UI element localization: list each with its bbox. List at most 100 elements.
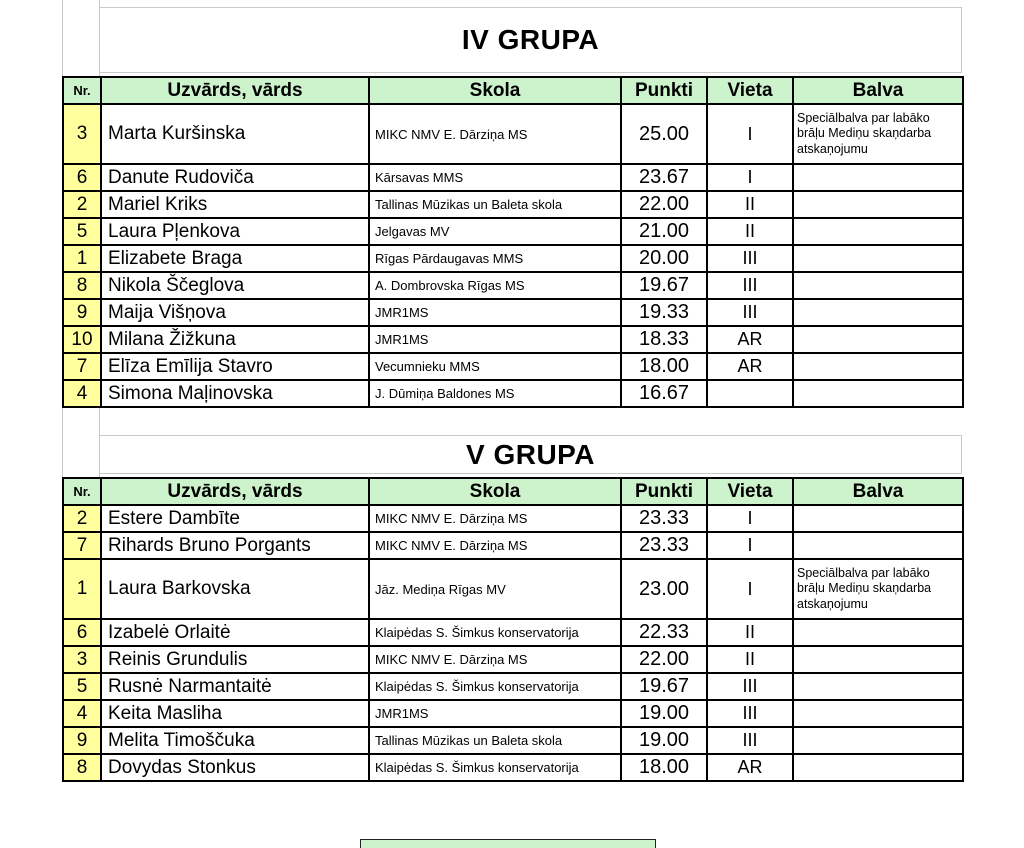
col-header-place: Vieta xyxy=(706,76,794,105)
table-row: 8 Dovydas Stonkus Klaipėdas S. Šimkus ko… xyxy=(62,753,964,782)
school-cell: Vecumnieku MMS xyxy=(368,352,622,381)
points-cell: 25.00 xyxy=(620,103,708,165)
col-header-school: Skola xyxy=(368,76,622,105)
place-cell: III xyxy=(706,271,794,300)
prize-cell: Speciālbalva par labāko brāļu Mediņu ska… xyxy=(792,558,964,620)
prize-cell xyxy=(792,699,964,728)
name-cell: Estere Dambīte xyxy=(100,504,370,533)
school-cell: MIKC NMV E. Dārziņa MS xyxy=(368,504,622,533)
name-cell: Danute Rudoviča xyxy=(100,163,370,192)
school-cell: Klaipėdas S. Šimkus konservatorija xyxy=(368,753,622,782)
points-cell: 19.33 xyxy=(620,298,708,327)
points-cell: 23.67 xyxy=(620,163,708,192)
col-header-prize: Balva xyxy=(792,477,964,506)
name-cell: Rihards Bruno Porgants xyxy=(100,531,370,560)
table-row: 10 Milana Žižkuna JMR1MS 18.33 AR xyxy=(62,325,964,354)
points-cell: 22.00 xyxy=(620,190,708,219)
table-row: 9 Melita Timoščuka Tallinas Mūzikas un B… xyxy=(62,726,964,755)
name-cell: Reinis Grundulis xyxy=(100,645,370,674)
points-cell: 23.33 xyxy=(620,504,708,533)
group-v-title-area: V GRUPA xyxy=(62,408,962,477)
col-header-prize: Balva xyxy=(792,76,964,105)
prize-cell xyxy=(792,325,964,354)
table-row: 3 Marta Kuršinska MIKC NMV E. Dārziņa MS… xyxy=(62,103,964,165)
school-cell: Kārsavas MMS xyxy=(368,163,622,192)
nr-cell: 8 xyxy=(62,271,102,300)
place-cell: III xyxy=(706,298,794,327)
table-row: 3 Reinis Grundulis MIKC NMV E. Dārziņa M… xyxy=(62,645,964,674)
nr-cell: 2 xyxy=(62,190,102,219)
prize-cell xyxy=(792,271,964,300)
prize-cell xyxy=(792,726,964,755)
name-cell: Melita Timoščuka xyxy=(100,726,370,755)
school-cell: Klaipėdas S. Šimkus konservatorija xyxy=(368,672,622,701)
name-cell: Keita Masliha xyxy=(100,699,370,728)
place-cell: III xyxy=(706,699,794,728)
school-cell: Tallinas Mūzikas un Baleta skola xyxy=(368,190,622,219)
points-cell: 23.00 xyxy=(620,558,708,620)
group-v-table: Nr. Uzvārds, vārds Skola Punkti Vieta Ba… xyxy=(62,477,964,782)
nr-cell: 10 xyxy=(62,325,102,354)
points-cell: 16.67 xyxy=(620,379,708,408)
table-row: 6 Danute Rudoviča Kārsavas MMS 23.67 I xyxy=(62,163,964,192)
points-cell: 19.67 xyxy=(620,672,708,701)
table-row: 9 Maija Višņova JMR1MS 19.33 III xyxy=(62,298,964,327)
table-row: 7 Elīza Emīlija Stavro Vecumnieku MMS 18… xyxy=(62,352,964,381)
name-cell: Laura Pļenkova xyxy=(100,217,370,246)
name-cell: Maija Višņova xyxy=(100,298,370,327)
prize-cell xyxy=(792,753,964,782)
prize-cell xyxy=(792,163,964,192)
points-cell: 18.00 xyxy=(620,352,708,381)
prize-cell xyxy=(792,190,964,219)
school-cell: Jāz. Mediņa Rīgas MV xyxy=(368,558,622,620)
prize-cell xyxy=(792,217,964,246)
col-header-name: Uzvārds, vārds xyxy=(100,477,370,506)
nr-cell: 4 xyxy=(62,379,102,408)
table-row: 2 Mariel Kriks Tallinas Mūzikas un Balet… xyxy=(62,190,964,219)
school-cell: MIKC NMV E. Dārziņa MS xyxy=(368,103,622,165)
place-cell: I xyxy=(706,504,794,533)
points-cell: 18.00 xyxy=(620,753,708,782)
points-cell: 19.67 xyxy=(620,271,708,300)
place-cell: AR xyxy=(706,325,794,354)
place-cell: I xyxy=(706,558,794,620)
place-cell: II xyxy=(706,217,794,246)
school-cell: JMR1MS xyxy=(368,325,622,354)
name-cell: Nikola Ščeglova xyxy=(100,271,370,300)
prize-cell xyxy=(792,618,964,647)
school-cell: A. Dombrovska Rīgas MS xyxy=(368,271,622,300)
points-cell: 22.33 xyxy=(620,618,708,647)
nr-cell: 3 xyxy=(62,645,102,674)
nr-cell: 9 xyxy=(62,726,102,755)
nr-cell: 1 xyxy=(62,244,102,273)
prize-cell xyxy=(792,379,964,408)
nr-cell: 5 xyxy=(62,217,102,246)
nr-cell: 3 xyxy=(62,103,102,165)
prize-cell: Speciālbalva par labāko brāļu Mediņu ska… xyxy=(792,103,964,165)
nr-cell: 7 xyxy=(62,531,102,560)
col-header-nr: Nr. xyxy=(62,76,102,105)
points-cell: 19.00 xyxy=(620,699,708,728)
place-cell: III xyxy=(706,726,794,755)
place-cell: I xyxy=(706,103,794,165)
nr-cell: 6 xyxy=(62,163,102,192)
name-cell: Elizabete Braga xyxy=(100,244,370,273)
place-cell: AR xyxy=(706,753,794,782)
prize-cell xyxy=(792,531,964,560)
points-cell: 19.00 xyxy=(620,726,708,755)
prize-cell xyxy=(792,645,964,674)
nr-cell: 6 xyxy=(62,618,102,647)
table-row: 1 Laura Barkovska Jāz. Mediņa Rīgas MV 2… xyxy=(62,558,964,620)
col-header-name: Uzvārds, vārds xyxy=(100,76,370,105)
sheet: I V GRUPA Nr. Uzvārds, vārds Skola Punkti… xyxy=(62,0,964,782)
points-cell: 22.00 xyxy=(620,645,708,674)
name-cell: Dovydas Stonkus xyxy=(100,753,370,782)
table-row: 6 Izabelė Orlaitė Klaipėdas S. Šimkus ko… xyxy=(62,618,964,647)
prize-cell xyxy=(792,298,964,327)
points-cell: 20.00 xyxy=(620,244,708,273)
school-cell: Tallinas Mūzikas un Baleta skola xyxy=(368,726,622,755)
place-cell: I xyxy=(706,531,794,560)
group-v-title: V GRUPA xyxy=(100,435,962,474)
name-cell: Marta Kuršinska xyxy=(100,103,370,165)
nr-cell: 1 xyxy=(62,558,102,620)
